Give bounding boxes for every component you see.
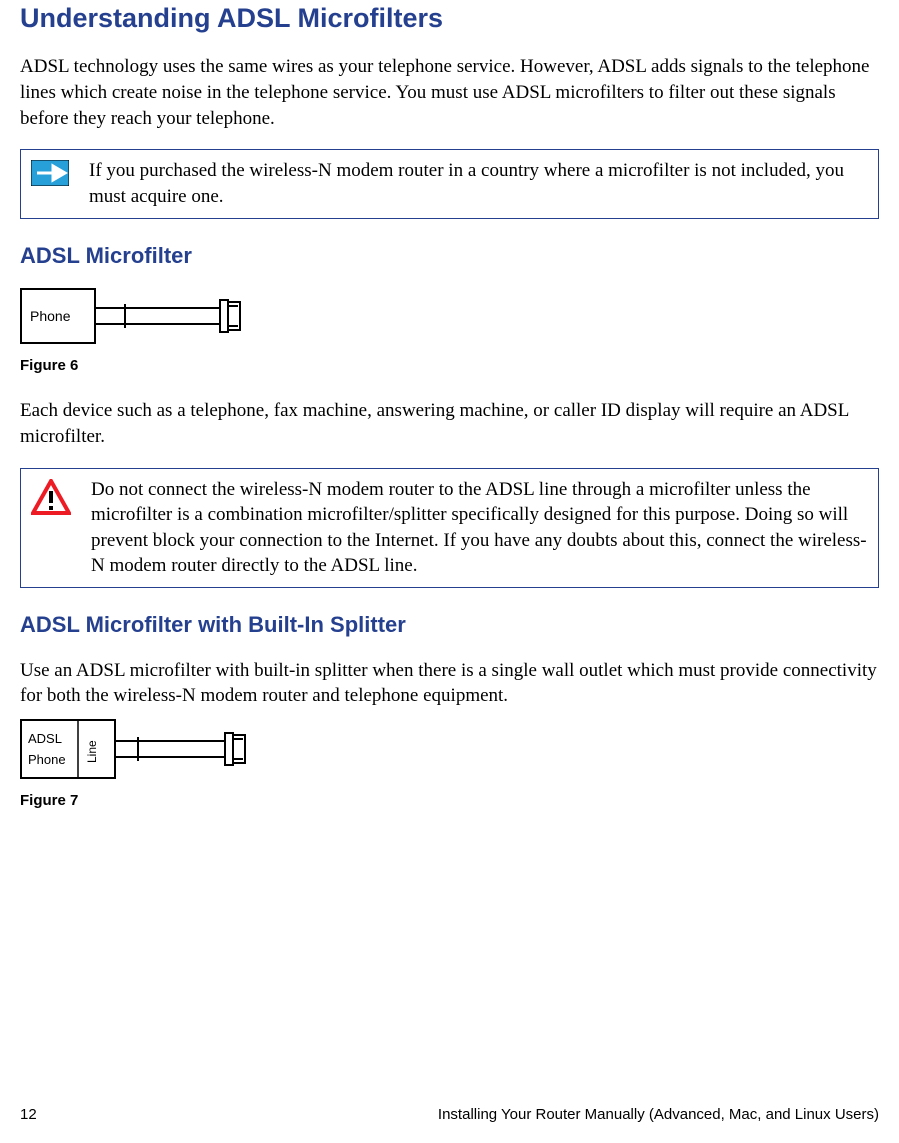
warning-icon-wrap — [31, 477, 71, 515]
note-callout: If you purchased the wireless-N modem ro… — [20, 149, 879, 218]
fig6-phone-label: Phone — [30, 308, 71, 324]
figure-6-diagram: Phone — [20, 288, 879, 352]
figure-6-caption: Figure 6 — [20, 356, 879, 376]
each-device-paragraph: Each device such as a telephone, fax mac… — [20, 398, 879, 449]
page-title: Understanding ADSL Microfilters — [20, 0, 879, 36]
fig7-adsl-label: ADSL — [28, 731, 62, 746]
splitter-heading: ADSL Microfilter with Built-In Splitter — [20, 610, 879, 640]
intro-paragraph: ADSL technology uses the same wires as y… — [20, 54, 879, 131]
fig7-phone-label: Phone — [28, 752, 66, 767]
note-icon-wrap — [31, 158, 69, 186]
splitter-paragraph: Use an ADSL microfilter with built-in sp… — [20, 658, 879, 709]
fig7-line-label: Line — [85, 740, 99, 763]
microfilter-heading: ADSL Microfilter — [20, 241, 879, 271]
warning-triangle-icon — [31, 479, 71, 515]
figure-7-caption: Figure 7 — [20, 791, 879, 811]
figure-7-diagram: ADSL Phone Line — [20, 719, 879, 787]
footer-section: Installing Your Router Manually (Advance… — [438, 1105, 879, 1125]
page-number: 12 — [20, 1105, 37, 1125]
arrow-note-icon — [31, 160, 69, 186]
note-text: If you purchased the wireless-N modem ro… — [89, 158, 868, 209]
warning-callout: Do not connect the wireless-N modem rout… — [20, 468, 879, 589]
warning-text: Do not connect the wireless-N modem rout… — [91, 477, 868, 580]
page-footer: 12 Installing Your Router Manually (Adva… — [20, 1105, 879, 1125]
